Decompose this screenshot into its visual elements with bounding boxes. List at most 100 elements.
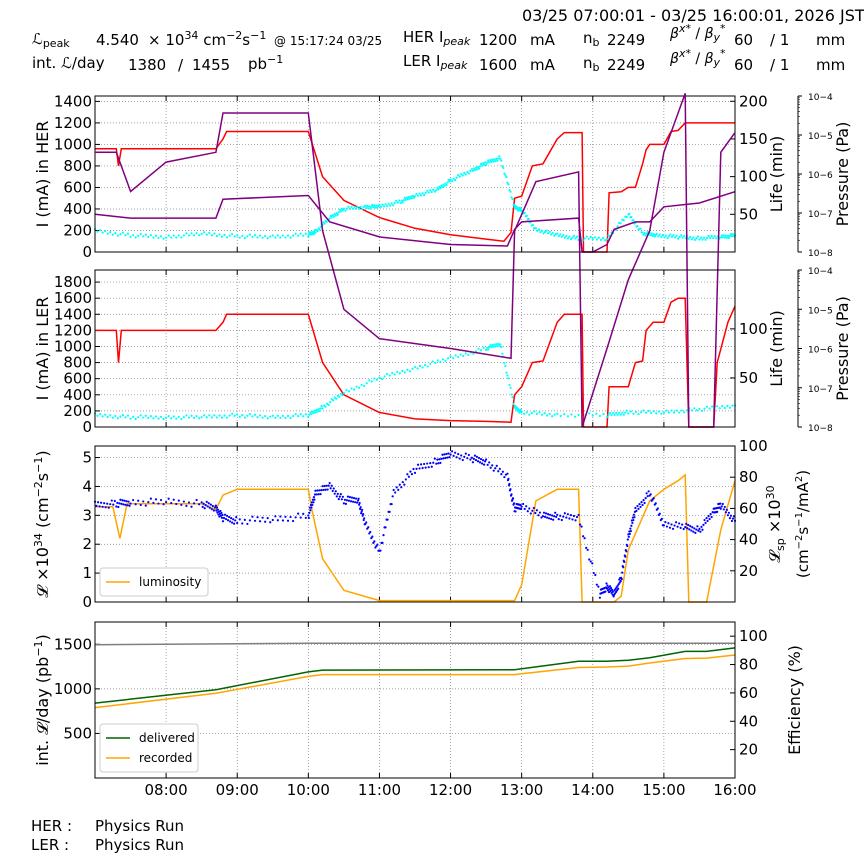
series-lsp-point <box>481 459 485 462</box>
series-lsp-point <box>99 501 103 504</box>
series-lsp-point <box>720 505 723 508</box>
series-life-point <box>448 180 451 183</box>
series-lsp-point <box>525 505 528 508</box>
series-lsp-point <box>185 504 188 507</box>
series-lsp-point <box>350 496 354 499</box>
her-peak-value: 1200 <box>479 31 518 49</box>
series-life-point <box>527 217 530 220</box>
series-life-point <box>350 387 353 390</box>
series-life-point <box>441 358 445 361</box>
series-life-point <box>369 207 372 210</box>
series-life-point <box>715 237 718 240</box>
series-life-point <box>339 392 342 396</box>
series-life-point <box>203 414 206 417</box>
series-lsp-point <box>723 505 726 509</box>
series-life-point <box>477 167 481 170</box>
series-lsp-point <box>554 511 557 514</box>
series-life-point <box>116 417 119 420</box>
integrated-luminosity-value1: 1380 <box>128 56 167 74</box>
series-lsp-point <box>639 505 642 509</box>
series-life-point <box>587 237 590 240</box>
peak-luminosity-value: 4.540 <box>96 31 139 49</box>
series-lsp-point <box>682 527 685 531</box>
series-life-point <box>355 385 358 388</box>
series-life-point <box>553 234 556 237</box>
series-life-point <box>187 234 191 237</box>
series-life-point <box>482 346 485 349</box>
series-lsp-point <box>664 521 667 524</box>
series-life-point <box>651 234 654 237</box>
series-life-point <box>494 160 497 163</box>
series-life-point <box>531 223 534 227</box>
y-tick-label: 400 <box>63 386 92 404</box>
series-life-point <box>348 207 352 210</box>
series-life-point <box>489 344 492 347</box>
series-life-point <box>170 417 173 420</box>
series-lsp-point <box>674 521 678 524</box>
series-lsp-point <box>523 507 526 511</box>
series-lsp-point <box>379 549 382 552</box>
series-lsp-point <box>492 469 495 472</box>
series-life-point <box>571 236 574 239</box>
y2-tick-label: 50 <box>739 369 758 387</box>
series-life-point <box>187 416 191 419</box>
series-life-point <box>382 205 386 208</box>
y2-tick-label: 40 <box>739 712 758 730</box>
her-beta-sep: / 1 <box>770 31 790 49</box>
series-lsp-point <box>463 455 466 458</box>
series-lsp-point <box>210 508 213 511</box>
series-life-point <box>106 232 109 235</box>
series-life-point <box>637 412 640 416</box>
series-lsp-point <box>121 499 124 502</box>
series-life-point <box>253 234 257 237</box>
series-lsp-point <box>435 462 438 465</box>
series-life-point <box>154 234 158 237</box>
pressure-tick-label: 10−5 <box>808 306 833 316</box>
series-life-point <box>119 415 122 418</box>
series-life-point <box>159 415 163 418</box>
series-life-point <box>373 204 376 207</box>
series-life-point <box>149 415 152 418</box>
series-lsp-point <box>694 531 697 534</box>
series-lsp-point <box>635 509 638 512</box>
series-life-point <box>175 236 178 239</box>
series-life-point <box>400 199 403 202</box>
series-life-point <box>421 366 424 369</box>
series-life-point <box>545 229 548 232</box>
series-lsp-point <box>392 488 395 492</box>
series-lsp-point <box>172 498 175 501</box>
series-lsp-point <box>202 502 205 505</box>
series-life-point <box>483 161 487 164</box>
series-lsp-point <box>386 518 389 521</box>
series-life-point <box>543 411 546 415</box>
series-life-point <box>437 188 440 191</box>
series-life-point <box>685 409 688 412</box>
y-tick-label: 0 <box>82 243 92 261</box>
series-life-point <box>519 207 522 210</box>
series-life-point <box>680 409 683 412</box>
series-lsp-point <box>362 518 365 522</box>
series-life-point <box>523 412 526 416</box>
series-life-point <box>729 232 733 236</box>
series-lsp-point <box>626 544 629 548</box>
series-life-point <box>251 235 254 238</box>
series-recorded <box>94 654 736 709</box>
series-lsp-point <box>443 453 446 456</box>
series-lsp-point <box>101 505 104 508</box>
series-lsp-point <box>347 499 351 502</box>
series-lsp-point <box>642 499 645 502</box>
series-life-point <box>464 352 467 355</box>
series-lsp-point <box>458 457 461 460</box>
series-life-point <box>225 416 229 419</box>
series-life-point <box>605 415 609 419</box>
series-life-point <box>451 356 455 360</box>
series-life-point <box>570 413 573 416</box>
series-life-point <box>642 233 645 236</box>
x-tick-label: 13:00 <box>500 781 543 799</box>
y-tick-label: 500 <box>63 724 92 742</box>
series-life-point <box>416 367 419 370</box>
series-life-point <box>509 386 512 389</box>
series-life-point <box>723 406 726 410</box>
series-lsp-point <box>118 502 121 505</box>
series-life-point <box>314 411 317 414</box>
